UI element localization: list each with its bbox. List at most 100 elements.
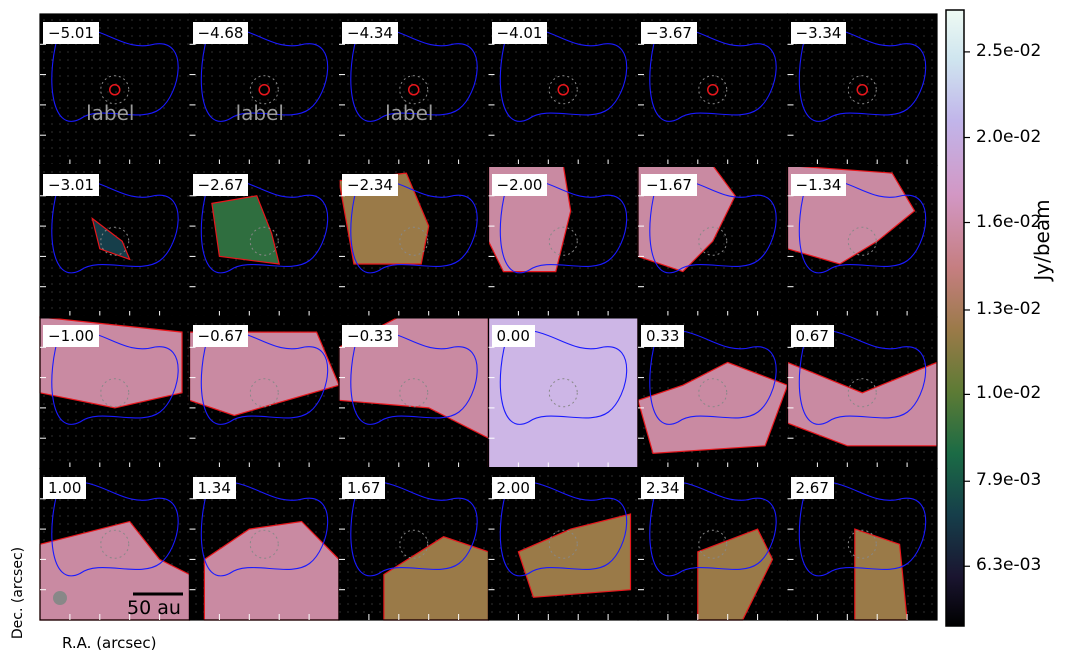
center-marker [249, 226, 279, 256]
blue-contour [350, 481, 478, 577]
channel-velocity-label: −2.67 [192, 173, 249, 196]
blue-contour [499, 178, 628, 274]
compact-source [557, 84, 569, 96]
blue-contour [649, 26, 777, 122]
channel-velocity-label: 1.34 [192, 476, 236, 499]
y-axis-label: Dec. (arcsec) [10, 546, 26, 640]
center-marker [399, 226, 429, 256]
blue-contour [350, 178, 478, 274]
emission-region [697, 529, 773, 620]
emission-contour [517, 513, 632, 598]
colorbar-tick-label: 7.9e-03 [976, 470, 1042, 491]
blue-contour [51, 178, 179, 274]
channel-velocity-label: 1.00 [43, 476, 87, 499]
channel-velocity-label: −4.68 [192, 22, 249, 44]
channel-panel [487, 316, 639, 470]
scale-bar-label: 50 au [127, 597, 181, 619]
colorbar-tick-label: 1.3e-02 [976, 298, 1042, 319]
compact-source [109, 84, 121, 96]
channel-velocity-label: 2.67 [790, 476, 834, 499]
center-marker [847, 226, 877, 256]
channel-panel [786, 13, 938, 167]
center-marker [698, 378, 728, 408]
emission-region [638, 362, 788, 454]
channel-velocity-label: −5.01 [43, 22, 99, 44]
channel-velocity-label: 0.67 [790, 325, 834, 347]
center-marker [100, 529, 130, 559]
blue-contour [798, 26, 927, 122]
channel-velocity-label: −1.34 [790, 173, 847, 196]
center-marker [698, 529, 728, 559]
channel-velocity-label: 1.67 [342, 476, 386, 499]
compact-source [707, 84, 719, 96]
center-marker [548, 378, 578, 408]
channel-velocity-label: −0.67 [192, 325, 249, 347]
blue-contour [200, 329, 329, 425]
emission-region [854, 529, 908, 620]
compact-source [408, 84, 420, 96]
emission-region [787, 362, 937, 446]
blue-contour [649, 178, 777, 274]
emission-contour [91, 216, 131, 261]
channel-panel [637, 164, 789, 318]
center-marker [100, 378, 130, 408]
colorbar-label: Jy/beam [1030, 199, 1054, 281]
blue-contour [350, 329, 478, 425]
center-marker [249, 529, 279, 559]
center-marker [847, 75, 877, 105]
channel-panel [338, 467, 490, 621]
emission-region [518, 514, 631, 598]
blue-contour [200, 26, 329, 122]
blue-contour [499, 481, 628, 577]
blue-contour [499, 329, 628, 425]
emission-region [383, 536, 489, 620]
blue-contour [798, 329, 927, 425]
channel-panel: 50 au [39, 467, 191, 621]
center-marker [100, 75, 130, 105]
emission-contour [211, 195, 280, 265]
channel-velocity-label: −3.34 [790, 22, 847, 44]
center-marker [698, 75, 728, 105]
blue-contour [51, 329, 179, 425]
colorbar-gradient [945, 9, 965, 627]
channel-velocity-label: −1.00 [43, 325, 99, 347]
channel-velocity-label: −2.34 [342, 173, 398, 196]
colorbar-tick-label: 2.0e-02 [976, 126, 1042, 147]
blue-contour [350, 26, 478, 122]
center-marker [399, 529, 429, 559]
colorbar-tick-label: 1.0e-02 [976, 383, 1042, 404]
annotation-label: label [86, 101, 134, 125]
channel-velocity-label: −3.01 [43, 173, 99, 196]
blue-contour [798, 481, 927, 577]
beam-ellipse [53, 591, 67, 605]
channel-velocity-label: −4.01 [491, 22, 548, 44]
center-marker [399, 378, 429, 408]
emission-region [211, 195, 280, 264]
blue-contour [649, 481, 777, 577]
channel-panel [338, 316, 490, 470]
annotation-label: label [236, 101, 284, 125]
channel-velocity-label: −0.33 [342, 325, 398, 347]
blue-contour [51, 26, 179, 122]
annotation-label: label [385, 101, 433, 125]
emission-region [488, 317, 638, 469]
channel-velocity-label: −2.00 [491, 173, 548, 196]
blue-contour [51, 481, 179, 577]
center-marker [698, 226, 728, 256]
channel-velocity-label: 0.00 [491, 325, 535, 347]
emission-region [339, 173, 429, 264]
channel-velocity-label: 2.00 [491, 476, 535, 499]
center-marker [100, 226, 130, 256]
colorbar-tick-label: 1.6e-02 [976, 211, 1042, 232]
blue-contour [649, 329, 777, 425]
channel-velocity-label: −3.67 [641, 22, 697, 44]
colorbar-tick-label: 6.3e-03 [976, 555, 1042, 576]
center-marker [399, 75, 429, 105]
blue-contour [798, 178, 927, 274]
blue-contour [200, 481, 329, 577]
center-marker [249, 75, 279, 105]
channel-velocity-label: −4.34 [342, 22, 398, 44]
center-marker [847, 378, 877, 408]
blue-contour [200, 178, 329, 274]
channel-velocity-label: 0.33 [641, 325, 685, 347]
